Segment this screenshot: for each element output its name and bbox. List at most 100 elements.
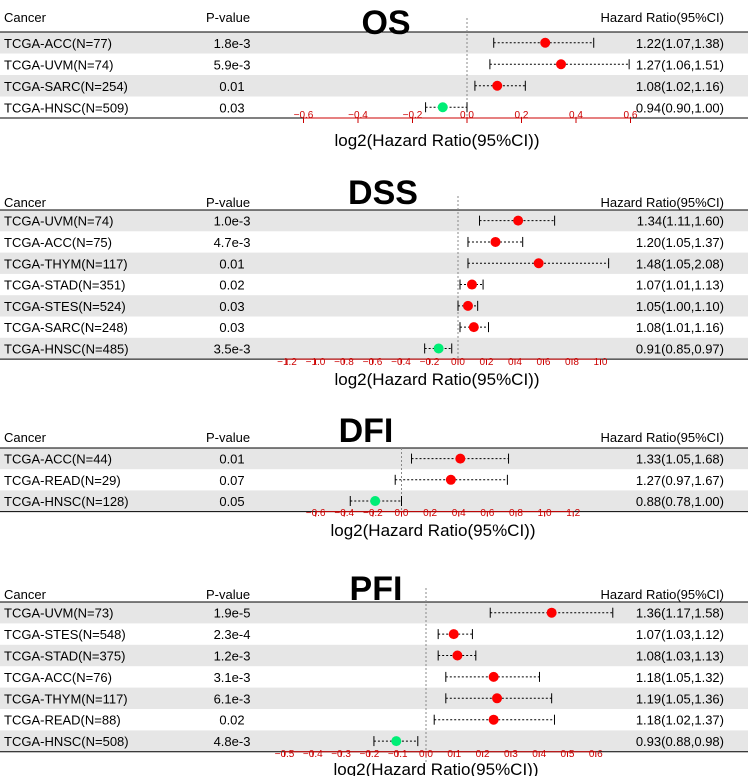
point-estimate — [488, 714, 499, 725]
x-tick-label: 0.0 — [451, 357, 465, 368]
point-estimate — [448, 629, 459, 640]
x-tick-label: −0.3 — [331, 749, 351, 760]
point-estimate — [513, 215, 524, 226]
row-band — [0, 602, 748, 624]
row-hazard-ratio: 0.91(0.85,0.97) — [636, 341, 724, 356]
row-pvalue: 0.05 — [219, 494, 244, 509]
row-pvalue: 5.9e-3 — [214, 57, 251, 72]
row-pvalue: 0.03 — [219, 100, 244, 115]
row-cancer-label: TCGA-HNSC(N=508) — [4, 734, 129, 749]
header-hazard-ratio: Hazard Ratio(95%CI) — [600, 587, 724, 602]
point-estimate — [466, 279, 477, 290]
row-band — [0, 295, 748, 317]
x-axis: −1.2 −1.0 −0.8 −0.6 −0.4 −0.2 0.0 0.2 0.4 0.6 0.8 1… — [277, 357, 608, 389]
row-hazard-ratio: 0.88(0.78,1.00) — [636, 494, 724, 509]
x-tick-label: 1.2 — [566, 508, 580, 519]
point-estimate — [370, 496, 381, 506]
row-pvalue: 4.8e-3 — [214, 734, 251, 749]
row-band — [0, 448, 748, 470]
row-cancer-label: TCGA-STES(N=524) — [4, 299, 126, 314]
x-tick-label: 0.0 — [419, 749, 433, 760]
x-axis-label: log2(Hazard Ratio(95%CI)) — [333, 760, 538, 776]
point-estimate — [437, 102, 448, 113]
row-hazard-ratio: 0.93(0.88,0.98) — [636, 734, 724, 749]
header-pvalue: P-value — [206, 195, 250, 210]
row-hazard-ratio: 1.18(1.02,1.37) — [636, 713, 724, 728]
row-band — [0, 75, 748, 97]
panel-pfi: Cancer P-value Hazard Ratio(95%CI) PFI TCGA-… — [0, 570, 748, 776]
point-estimate — [455, 453, 466, 464]
row-cancer-label: TCGA-STAD(N=351) — [4, 278, 125, 293]
x-axis: −0.6 −0.4 −0.2 0.0 0.2 0.4 0.6 log2(Hazard Rati… — [294, 110, 638, 150]
row-hazard-ratio: 1.08(1.03,1.13) — [636, 649, 724, 664]
row-pvalue: 0.02 — [219, 713, 244, 728]
x-tick-label: −0.6 — [363, 357, 383, 368]
row-cancer-label: TCGA-ACC(N=44) — [4, 452, 112, 467]
x-tick-label: 0.2 — [423, 508, 437, 519]
row-pvalue: 0.01 — [219, 79, 244, 94]
header-pvalue: P-value — [206, 10, 250, 25]
x-axis-label: log2(Hazard Ratio(95%CI)) — [334, 131, 539, 150]
x-tick-label: 0.6 — [624, 110, 638, 121]
row-band — [0, 210, 748, 232]
row-pvalue: 3.5e-3 — [214, 341, 251, 356]
x-axis: −0.5 −0.4 −0.3 −0.2 −0.1 0.0 0.1 0.2 0.3 0.4 0.5 0.… — [275, 749, 604, 776]
header-cancer: Cancer — [4, 10, 47, 25]
x-tick-label: 0.5 — [561, 749, 575, 760]
row-pvalue: 1.9e-5 — [214, 606, 251, 621]
point-estimate — [468, 322, 479, 333]
row-hazard-ratio: 1.27(0.97,1.67) — [636, 473, 724, 488]
row-hazard-ratio: 1.19(1.05,1.36) — [636, 691, 724, 706]
row-cancer-label: TCGA-SARC(N=248) — [4, 320, 128, 335]
x-tick-label: 0.4 — [569, 110, 583, 121]
row-hazard-ratio: 1.36(1.17,1.58) — [636, 606, 724, 621]
row-hazard-ratio: 1.18(1.05,1.32) — [636, 670, 724, 685]
panel-title: OS — [361, 4, 410, 42]
row-hazard-ratio: 1.27(1.06,1.51) — [636, 57, 724, 72]
row-pvalue: 0.02 — [219, 278, 244, 293]
panel-title: PFI — [350, 570, 403, 608]
header-pvalue: P-value — [206, 587, 250, 602]
row-pvalue: 1.8e-3 — [214, 36, 251, 51]
x-tick-label: 0.0 — [460, 110, 474, 121]
row-pvalue: 0.01 — [219, 452, 244, 467]
header-hazard-ratio: Hazard Ratio(95%CI) — [600, 430, 724, 445]
x-tick-label: 0.8 — [509, 508, 523, 519]
panel-dss: Cancer P-value Hazard Ratio(95%CI) DSS TCGA-… — [0, 174, 748, 389]
point-estimate — [533, 258, 544, 269]
row-hazard-ratio: 1.07(1.03,1.12) — [636, 627, 724, 642]
header-cancer: Cancer — [4, 587, 47, 602]
x-tick-label: −0.6 — [294, 110, 314, 121]
point-estimate — [492, 693, 503, 704]
row-cancer-label: TCGA-ACC(N=75) — [4, 235, 112, 250]
row-hazard-ratio: 1.07(1.01,1.13) — [636, 278, 724, 293]
row-hazard-ratio: 1.20(1.05,1.37) — [636, 235, 724, 250]
x-tick-label: −1.2 — [277, 357, 297, 368]
x-tick-label: 0.4 — [508, 357, 522, 368]
point-estimate — [490, 236, 501, 247]
x-tick-label: −0.6 — [306, 508, 326, 519]
x-tick-label: −0.2 — [420, 357, 440, 368]
row-band — [0, 32, 748, 54]
row-cancer-label: TCGA-READ(N=88) — [4, 713, 121, 728]
header-cancer: Cancer — [4, 195, 47, 210]
point-estimate — [462, 300, 473, 311]
header-hazard-ratio: Hazard Ratio(95%CI) — [600, 195, 724, 210]
x-tick-label: −0.2 — [403, 110, 423, 121]
row-cancer-label: TCGA-UVM(N=74) — [4, 214, 113, 229]
x-tick-label: 0.0 — [395, 508, 409, 519]
x-tick-label: 0.6 — [480, 508, 494, 519]
row-cancer-label: TCGA-SARC(N=254) — [4, 79, 128, 94]
row-pvalue: 4.7e-3 — [214, 235, 251, 250]
row-cancer-label: TCGA-STAD(N=375) — [4, 649, 125, 664]
row-cancer-label: TCGA-HNSC(N=128) — [4, 494, 129, 509]
x-tick-label: −1.0 — [306, 357, 326, 368]
row-pvalue: 1.2e-3 — [214, 649, 251, 664]
point-estimate — [540, 37, 551, 48]
point-estimate — [391, 736, 402, 747]
row-hazard-ratio: 1.22(1.07,1.38) — [636, 36, 724, 51]
row-pvalue: 2.3e-4 — [214, 627, 251, 642]
x-tick-label: −0.2 — [363, 508, 383, 519]
x-tick-label: 0.8 — [565, 357, 579, 368]
row-pvalue: 0.01 — [219, 256, 244, 271]
